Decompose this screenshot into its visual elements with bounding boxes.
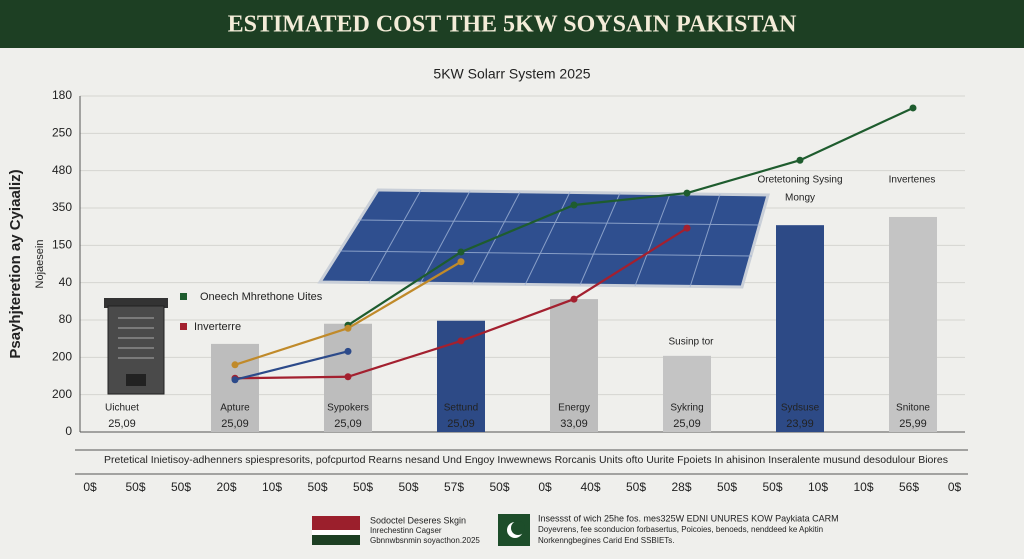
y-tick-label: 200 [52,387,72,401]
x-tick-label: Sydsuse [781,403,820,414]
line-point [683,189,691,197]
category-note: 25,09 [447,418,475,430]
line-point [570,201,578,209]
line-point [344,324,352,332]
bottom-label: 50$ [489,480,509,494]
header-title: ESTIMATED COST THE 5KW SOYSAIN PAKISTAN [228,12,797,38]
chart-title: 5KW Solarr System 2025 [433,66,590,82]
bottom-label: 50$ [307,480,327,494]
footer-text: Gbnnwbsnmin soyacthon.2025 [370,536,480,545]
x-tick-label: Uichuet [105,403,139,414]
bottom-label: 0$ [948,480,962,494]
bottom-label: 50$ [626,480,646,494]
bar [663,355,711,432]
line-point [231,361,239,369]
footer-text: Norkenngbegines Carid End SSBIETs. [538,536,675,545]
legend-swatch [180,293,187,300]
bar [776,225,824,432]
y-tick-label: 80 [59,312,73,326]
x-tick-label: Apture [220,403,250,414]
bar [889,216,937,432]
y-tick-label: 0 [65,424,72,438]
y-tick-label: 40 [59,275,73,289]
footer-text: Insessst of wich 25he fos. mes325W EDNI … [538,513,839,523]
footer: Sodoctel Deseres Skgin Inrechestinn Cags… [312,513,839,546]
x-tick-label: Energy [558,403,590,414]
category-note: 25,09 [108,418,136,430]
y-tick-label: 350 [52,200,72,214]
annotation: Invertenes [889,175,936,186]
line-point [457,337,465,345]
bottom-label: 0$ [538,480,552,494]
category-note: 23,99 [786,418,814,430]
line [347,106,914,327]
footer-text: Inrechestinn Cagser [370,526,442,535]
bottom-label: 28$ [671,480,691,494]
legend-label: Oneech Mhrethone Uites [200,291,323,303]
y-tick-label: 480 [52,163,72,177]
line-point [344,347,352,355]
footer-text: Doyevrens, fee sconducion forbasertus, P… [538,525,823,534]
category-note: 25,09 [673,418,701,430]
annotation: Oretetoning Sysing [757,175,842,186]
line-point [231,376,239,384]
inverter [104,298,168,395]
legend-label: Inverterre [194,321,241,333]
legend-swatch [180,323,187,330]
annotation: Mongy [785,193,815,204]
caption: Pretetical Inietisoy-adhenners spiespres… [104,454,948,466]
line-point [796,156,804,164]
category-note: 25,09 [221,418,249,430]
bottom-label: 0$ [83,480,97,494]
footer-text: Sodoctel Deseres Skgin [370,515,466,525]
x-tick-label: Sykring [670,403,703,414]
bottom-label: 57$ [444,480,464,494]
x-tick-label: Snitone [896,403,930,414]
solar-panel [317,188,770,289]
bottom-label: 20$ [216,480,236,494]
bottom-label: 50$ [717,480,737,494]
annotation: Susinp tor [668,337,714,348]
bottom-label: 10$ [262,480,282,494]
line [234,350,349,381]
line-point [457,248,465,256]
bottom-label: 50$ [353,480,373,494]
line-point [570,295,578,303]
bottom-label: 50$ [171,480,191,494]
y-tick-label: 150 [52,238,72,252]
y-axis-title: Psayhjteretion ay Cyiaaliz) [7,169,24,358]
bottom-label: 10$ [853,480,873,494]
line-point [909,104,917,112]
y-tick-label: 200 [52,350,72,364]
y-axis-subtitle: Nojaesein [34,240,46,289]
category-note: 25,99 [899,418,927,430]
bottom-label: 10$ [808,480,828,494]
bottom-label: 50$ [762,480,782,494]
line-point [457,258,465,266]
bottom-label: 56$ [899,480,919,494]
line-point [344,373,352,381]
x-tick-label: Sypokers [327,403,369,414]
header-bar [0,0,1024,48]
y-tick-label: 250 [52,126,72,140]
category-note: 33,09 [560,418,588,430]
bottom-label: 40$ [580,480,600,494]
line-point [683,224,691,232]
x-tick-label: Settund [444,403,478,414]
category-note: 25,09 [334,418,362,430]
bottom-label: 50$ [398,480,418,494]
bottom-label: 50$ [125,480,145,494]
y-tick-label: 180 [52,88,72,102]
bar [550,299,598,432]
